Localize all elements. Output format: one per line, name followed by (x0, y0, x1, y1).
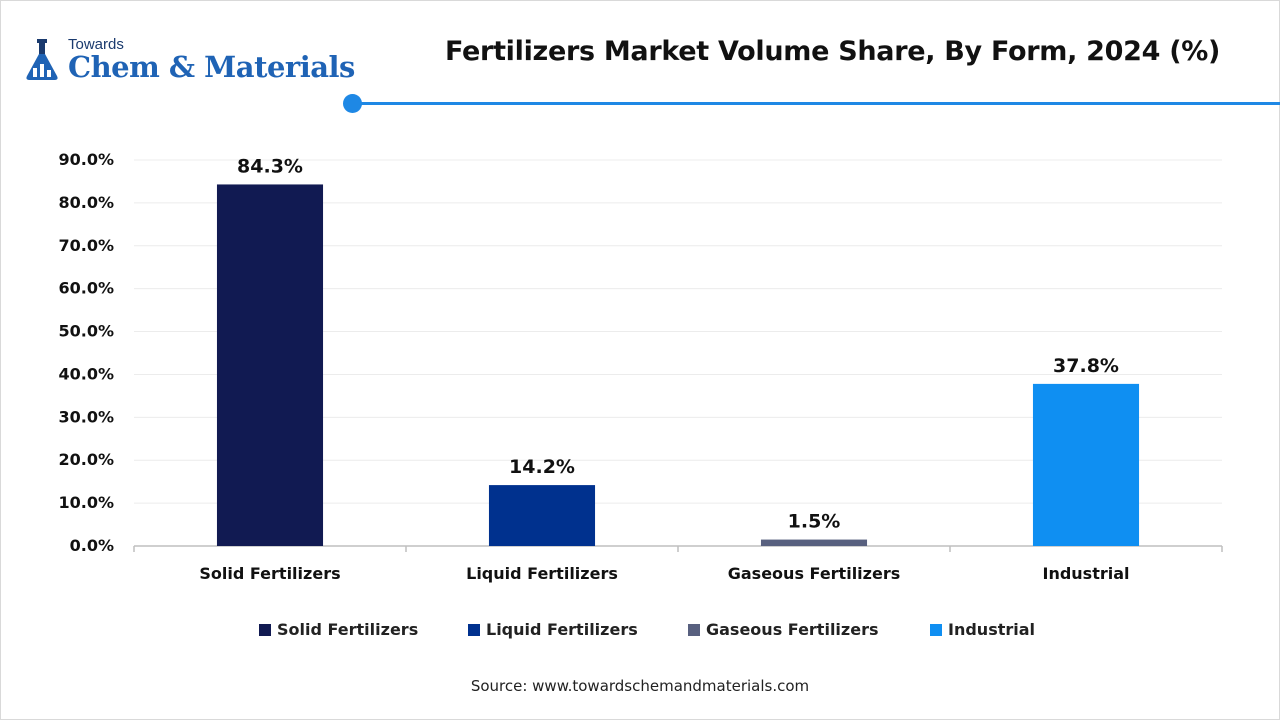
legend-item: Liquid Fertilizers (468, 620, 638, 639)
y-tick-label: 70.0% (58, 236, 114, 255)
bar-solid-fertilizers (216, 184, 324, 547)
data-label: 14.2% (509, 456, 575, 478)
legend-swatch (259, 623, 271, 636)
bar-liquid-fertilizers (488, 485, 596, 546)
legend-label: Gaseous Fertilizers (706, 620, 879, 639)
logo-main-text: Chem & Materials (68, 50, 355, 84)
legend-swatch (688, 623, 700, 636)
chart-title: Fertilizers Market Volume Share, By Form… (445, 36, 1221, 67)
x-tick-label: Liquid Fertilizers (466, 564, 618, 583)
x-tick-label: Industrial (1042, 564, 1129, 583)
legend-label: Industrial (948, 620, 1036, 639)
logo-top-text: Towards (68, 36, 124, 53)
flask-icon (26, 39, 58, 80)
legend-item: Gaseous Fertilizers (688, 620, 878, 639)
logo: Towards Chem & Materials (22, 36, 355, 86)
y-tick-label: 60.0% (58, 279, 114, 298)
x-tick-label: Solid Fertilizers (199, 564, 340, 583)
y-tick-label: 0.0% (70, 536, 114, 555)
bar-gaseous-fertilizers (760, 539, 868, 546)
y-tick-label: 50.0% (58, 322, 114, 341)
bar-industrial (1032, 383, 1140, 546)
data-label: 1.5% (788, 511, 841, 533)
y-tick-label: 30.0% (58, 407, 114, 426)
legend-swatch (468, 623, 480, 636)
y-tick-label: 80.0% (58, 193, 114, 212)
data-label: 37.8% (1053, 355, 1119, 377)
legend-swatch (930, 623, 942, 636)
legend-label: Solid Fertilizers (277, 620, 419, 639)
x-tick-label: Gaseous Fertilizers (728, 564, 900, 583)
y-tick-label: 20.0% (58, 450, 114, 469)
y-tick-label: 90.0% (58, 150, 114, 169)
legend: Solid Fertilizers Liquid Fertilizers Gaseo… (0, 620, 1280, 644)
y-tick-label: 40.0% (58, 364, 114, 383)
data-label: 84.3% (237, 155, 303, 177)
legend-item: Solid Fertilizers (259, 620, 418, 639)
y-tick-label: 10.0% (58, 493, 114, 512)
legend-label: Liquid Fertilizers (486, 620, 638, 639)
legend-item: Industrial (930, 620, 1035, 639)
title-underline (352, 102, 1280, 105)
source-note: Source: www.towardschemandmaterials.com (470, 677, 810, 695)
